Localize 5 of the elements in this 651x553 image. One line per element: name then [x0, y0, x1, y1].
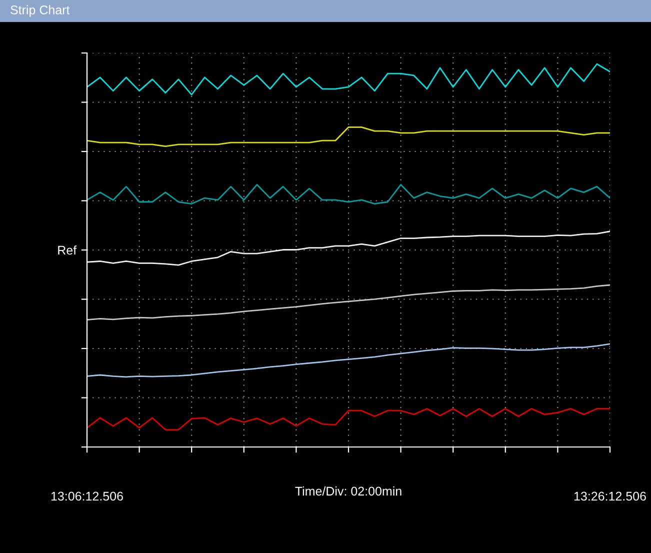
chart-title: Strip Chart — [10, 5, 70, 17]
x-tick-label: 13:26:12.506 — [574, 492, 646, 501]
x-axis-title: Time/Div: 02:00min — [295, 486, 402, 496]
text: Ref — [58, 245, 77, 255]
x-tick-label: 13:06:12.506 — [51, 492, 123, 501]
